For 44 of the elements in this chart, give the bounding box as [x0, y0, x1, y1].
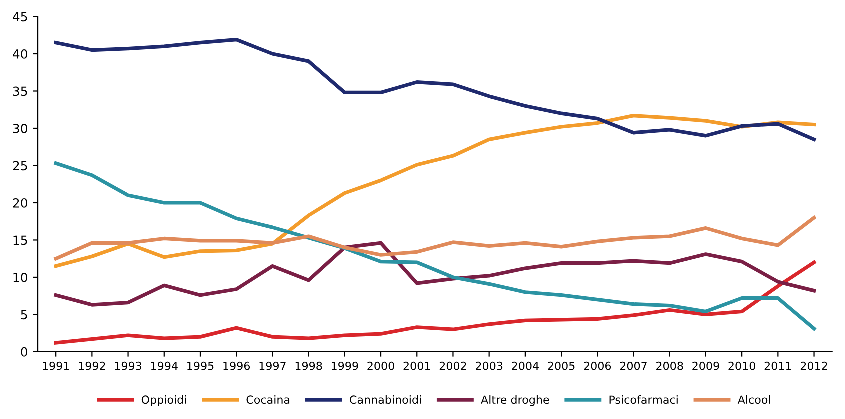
- line-series: [54, 241, 816, 307]
- x-tick-label: 2006: [584, 362, 612, 370]
- y-tick-label: 45: [13, 12, 28, 22]
- line-series: [54, 216, 816, 261]
- x-tick-label: 1997: [260, 362, 286, 370]
- line-series: [54, 114, 816, 268]
- x-tick-label: 1996: [224, 362, 250, 370]
- legend-label: Altre droghe: [481, 395, 550, 406]
- x-tick-label: 2004: [512, 362, 539, 370]
- x-tick-label: 2011: [764, 362, 792, 370]
- y-tick-label: 35: [13, 86, 28, 96]
- line-series: [54, 162, 816, 331]
- x-tick-label: 1993: [115, 362, 142, 370]
- x-tick-label: 1991: [43, 362, 70, 370]
- x-tick-label: 1994: [151, 362, 178, 370]
- x-tick-label: 2002: [440, 362, 466, 370]
- line-series: [54, 38, 816, 142]
- y-tick-label: 25: [13, 161, 28, 171]
- x-tick-label: 1992: [79, 362, 106, 370]
- legend-label: Cannabinoidi: [350, 395, 422, 404]
- line-series: [54, 260, 816, 345]
- x-tick-label: 2008: [656, 362, 684, 370]
- x-tick-label: 1995: [188, 362, 214, 370]
- y-tick-label: 30: [13, 124, 28, 134]
- y-tick-label: 5: [21, 310, 28, 320]
- legend-label: Psicofarmaci: [610, 395, 678, 404]
- x-tick-label: 2000: [368, 362, 394, 370]
- x-tick-label: 1998: [296, 362, 322, 370]
- y-tick-label: 10: [14, 272, 28, 282]
- y-tick-label: 0: [21, 347, 28, 357]
- x-tick-label: 2001: [404, 362, 430, 370]
- x-tick-label: 2005: [548, 362, 575, 370]
- y-tick-label: 20: [13, 198, 28, 208]
- y-tick-label: 40: [13, 49, 28, 59]
- legend-label: Alcool: [738, 395, 770, 404]
- y-tick-label: 15: [14, 236, 28, 246]
- legend-label: Oppioidi: [142, 395, 186, 406]
- x-tick-label: 2003: [476, 362, 503, 370]
- x-tick-label: 2010: [728, 362, 756, 370]
- legend-label: Cocaina: [246, 395, 290, 404]
- x-tick-label: 2009: [692, 362, 720, 370]
- x-tick-label: 2007: [620, 362, 647, 370]
- x-tick-label: 1999: [332, 362, 358, 370]
- x-tick-label: 2012: [800, 362, 828, 370]
